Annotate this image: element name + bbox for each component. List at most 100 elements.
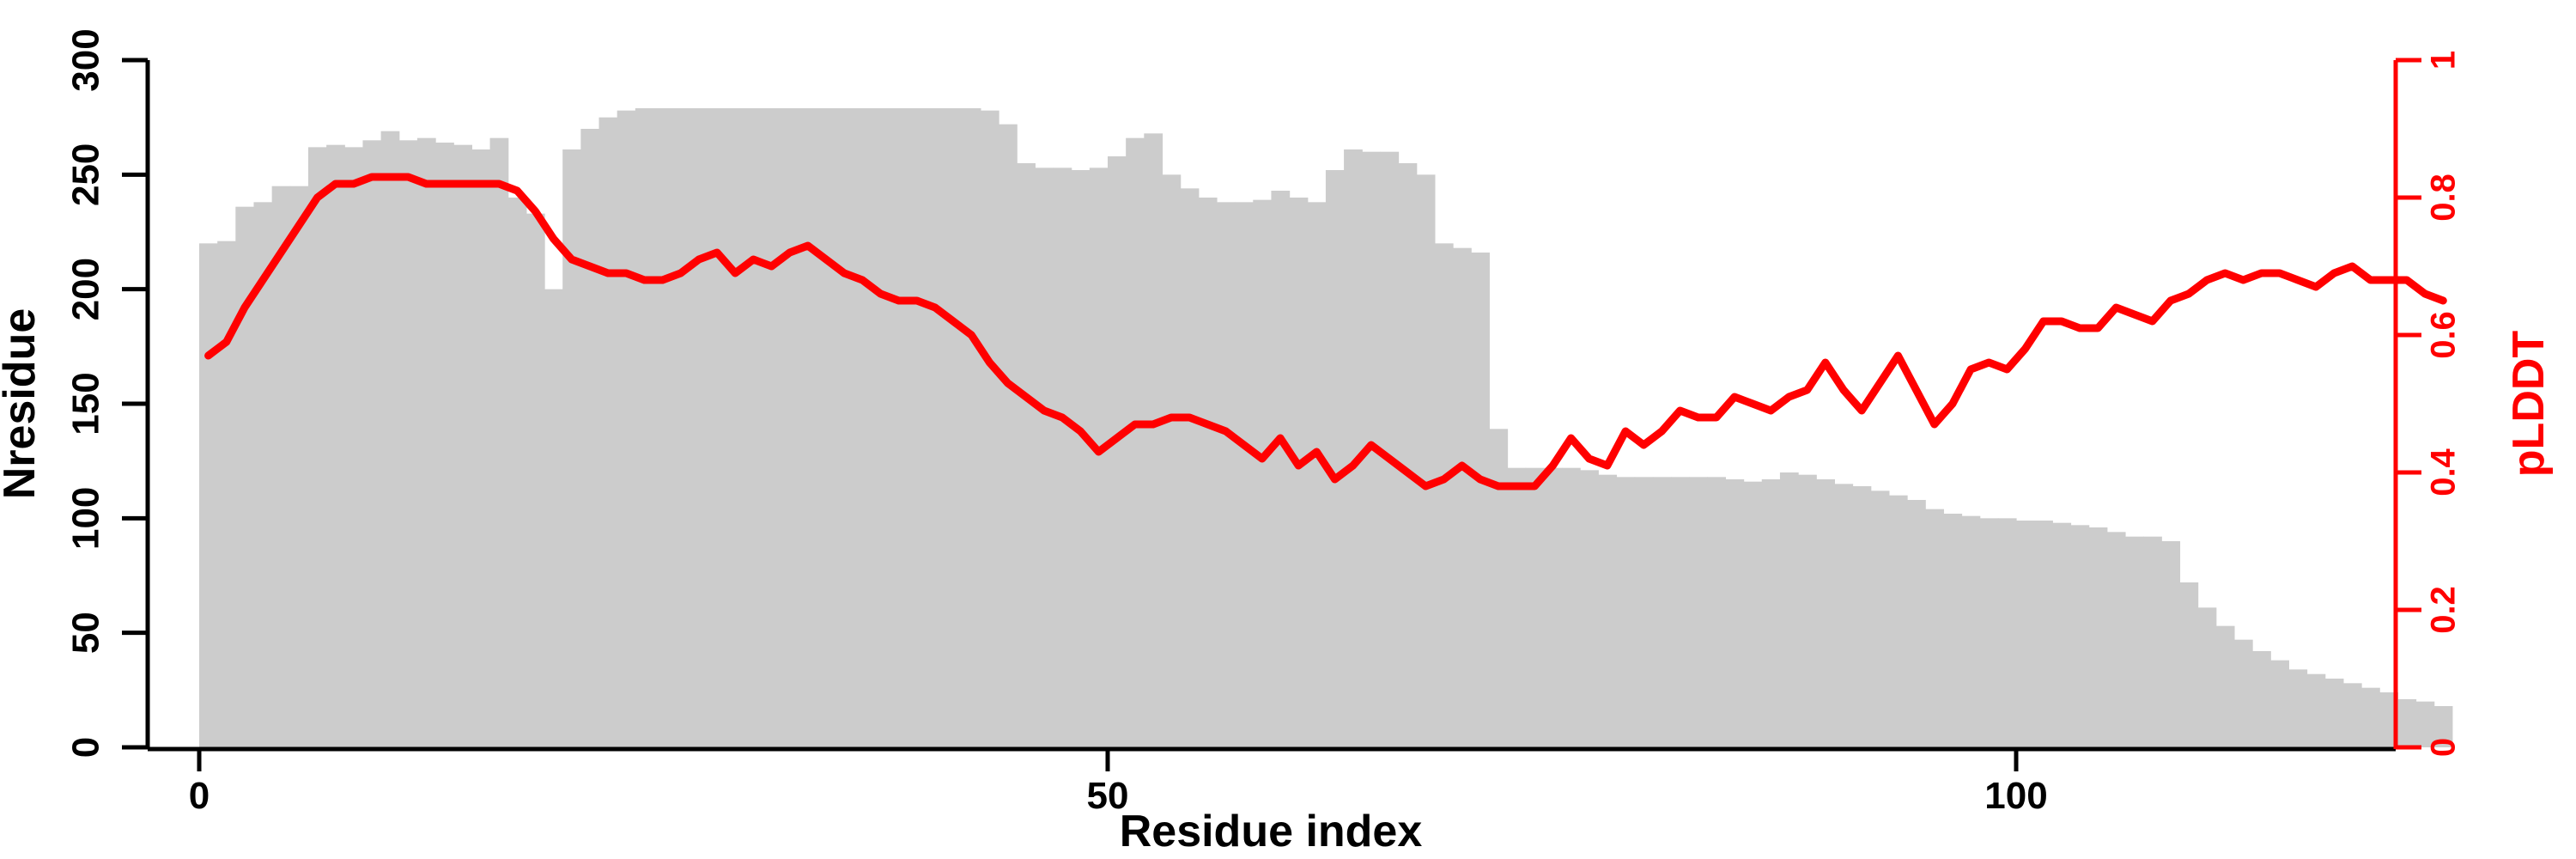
bar <box>1634 477 1654 747</box>
bar <box>307 147 327 747</box>
bar <box>344 147 364 747</box>
bar <box>1979 518 1999 747</box>
bar <box>1543 467 1563 747</box>
bar <box>1253 199 1273 748</box>
bar <box>1017 163 1036 747</box>
bar <box>453 144 472 748</box>
bar <box>435 143 454 747</box>
y-axis-left-tick-label: 200 <box>65 258 107 320</box>
y-axis-right-tick-label: 1 <box>2425 51 2463 70</box>
bar <box>1798 474 1817 747</box>
bar <box>2415 701 2435 747</box>
bar <box>1071 170 1091 747</box>
bar <box>1398 163 1418 747</box>
bar <box>526 213 545 748</box>
bar <box>835 108 854 747</box>
bar <box>2252 651 2271 747</box>
bar <box>398 140 418 747</box>
bar <box>1997 518 2017 747</box>
bar <box>416 137 436 748</box>
bar <box>2052 522 2072 747</box>
bar <box>617 110 636 748</box>
bar <box>1108 156 1127 747</box>
y-axis-left-tick-label: 0 <box>65 737 107 758</box>
bar <box>1126 137 1145 748</box>
bar <box>253 202 273 747</box>
x-axis-title: Residue index <box>1120 807 1423 856</box>
bar <box>1725 479 1745 747</box>
bar <box>671 108 690 747</box>
bar <box>980 110 999 748</box>
bar <box>489 137 509 748</box>
bar <box>235 206 255 748</box>
bar <box>507 198 527 747</box>
bar <box>1053 168 1072 747</box>
bar-series-nresidue <box>199 108 2453 748</box>
bar <box>817 108 836 747</box>
bar <box>2215 625 2235 747</box>
y-axis-left-tick-label: 250 <box>65 143 107 206</box>
bar <box>653 108 672 747</box>
bar <box>1961 515 1981 747</box>
bar <box>1271 191 1291 747</box>
bar <box>2088 527 2108 747</box>
bar <box>326 144 345 748</box>
bar <box>708 108 727 747</box>
bar <box>1416 174 1436 747</box>
bar <box>1344 149 1363 747</box>
bar <box>1471 253 1490 747</box>
bar <box>544 289 563 747</box>
bar <box>1943 514 1963 747</box>
bar <box>1380 151 1400 748</box>
bar <box>1489 429 1509 747</box>
bar <box>1162 174 1182 747</box>
bar <box>1888 495 1908 747</box>
bar <box>1580 470 1599 747</box>
bar <box>1925 509 1944 747</box>
bar <box>2433 706 2453 747</box>
bar <box>1670 477 1690 747</box>
bar <box>598 117 618 748</box>
y-axis-left: 0 50 100 150 200 250 300 <box>65 28 150 758</box>
plddt-polyline <box>204 173 2447 490</box>
bar <box>1834 484 1854 747</box>
bar <box>1507 467 1527 747</box>
bar <box>1616 477 1636 747</box>
bar <box>1816 479 1835 747</box>
bar <box>799 108 818 747</box>
bar <box>1598 474 1618 747</box>
bar <box>1289 198 1309 747</box>
y-axis-right-tick-label: 0.8 <box>2425 174 2463 222</box>
bar <box>2361 687 2380 747</box>
bar <box>1180 188 1200 747</box>
bar <box>362 140 382 747</box>
bar <box>1761 479 1781 747</box>
y-axis-right: 0 0.2 0.4 0.6 0.8 1 <box>2393 51 2463 757</box>
bar <box>1325 170 1345 747</box>
bar <box>1562 467 1581 747</box>
x-axis-tick-label: 0 <box>189 775 210 817</box>
bar <box>1216 202 1236 747</box>
bar <box>471 149 491 747</box>
line-series-plddt <box>204 173 2447 490</box>
bar <box>2270 660 2289 747</box>
x-axis-tick-label: 50 <box>1087 775 1129 817</box>
y-axis-left-tick-label: 300 <box>65 28 107 91</box>
bar <box>2034 521 2053 747</box>
bar <box>580 129 600 747</box>
bar <box>217 241 236 747</box>
bar <box>2106 532 2126 747</box>
bar <box>2288 669 2308 747</box>
bar <box>1907 500 1926 747</box>
y-axis-left-tick-label: 100 <box>65 487 107 550</box>
y-axis-right-title: pLDDT <box>2504 331 2554 478</box>
bar <box>1035 168 1054 747</box>
bar <box>853 108 872 747</box>
bar <box>1525 467 1545 747</box>
bar <box>926 108 945 747</box>
y-axis-right-tick-label: 0.6 <box>2425 311 2463 359</box>
bar <box>2124 536 2144 747</box>
y-axis-right-tick-label: 0.2 <box>2425 586 2463 634</box>
y-axis-right-ticks: 0 0.2 0.4 0.6 0.8 1 <box>2396 51 2463 757</box>
